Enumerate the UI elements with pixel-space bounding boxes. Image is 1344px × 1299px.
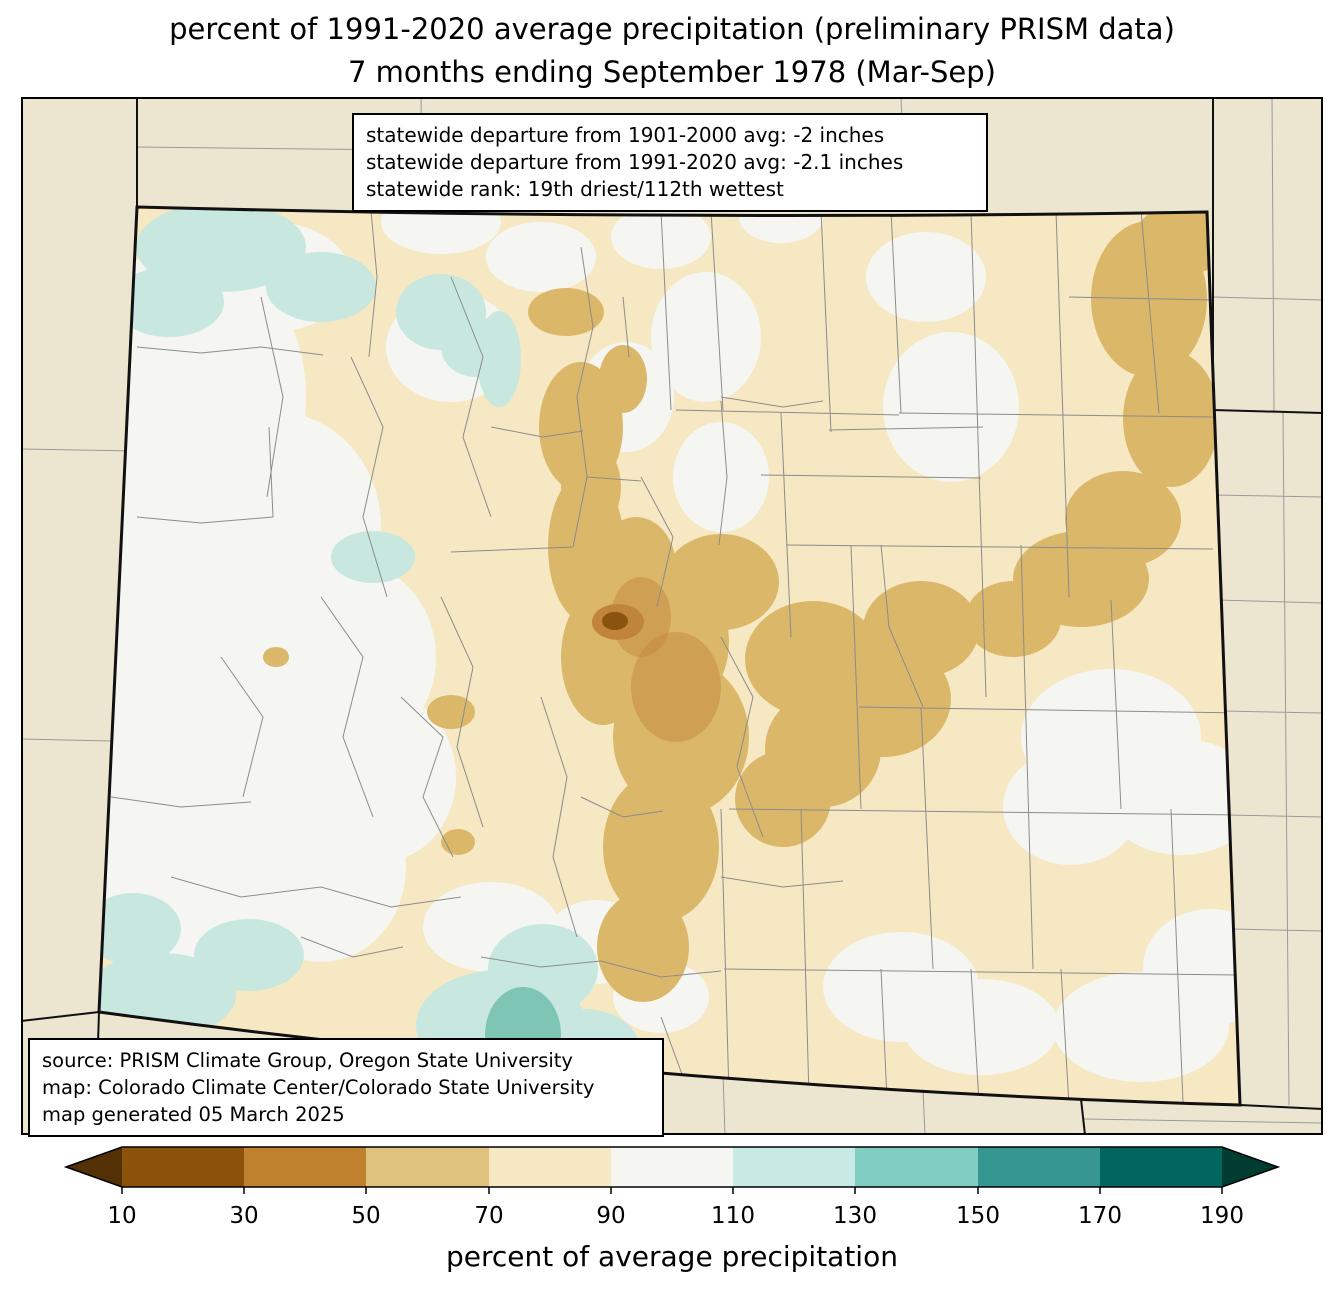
map-region-10-30 (602, 612, 628, 630)
source-box: source: PRISM Climate Group, Oregon Stat… (28, 1038, 664, 1137)
colorbar-over-arrow (1222, 1147, 1278, 1187)
colorbar-tick-label: 30 (229, 1203, 258, 1229)
colorbar-tick-label: 130 (833, 1203, 877, 1229)
county-lines-east (660, 210, 1240, 1105)
stats-line-3: statewide rank: 19th driest/112th wettes… (366, 177, 784, 201)
stats-line-2: statewide departure from 1991-2020 avg: … (366, 150, 904, 174)
map-region-30-50 (592, 577, 721, 742)
colorbar-tick-label: 190 (1200, 1203, 1244, 1229)
colorbar-tick-labels: 10 30 50 70 90 110 130 150 170 190 (107, 1203, 1244, 1229)
source-line-3: map generated 05 March 2025 (42, 1103, 345, 1126)
stats-line-1: statewide departure from 1901-2000 avg: … (366, 123, 885, 147)
colorbar-tick-label: 10 (107, 1203, 136, 1229)
figure-title: percent of 1991-2020 average precipitati… (0, 8, 1344, 94)
map-region-90-110 (99, 207, 1240, 1082)
title-line1: percent of 1991-2020 average precipitati… (169, 12, 1175, 46)
colorbar-ticks (121, 1187, 1223, 1194)
colorado-precipitation-map (21, 97, 1323, 1135)
colorbar-axis-label: percent of average precipitation (446, 1240, 898, 1273)
colorbar-tick-label: 110 (711, 1203, 755, 1229)
colorbar-tick-label: 70 (474, 1203, 503, 1229)
source-line-1: source: PRISM Climate Group, Oregon Stat… (42, 1049, 573, 1072)
stats-box: statewide departure from 1901-2000 avg: … (352, 113, 988, 212)
colorbar: 10 30 50 70 90 110 130 150 170 190 (63, 1146, 1281, 1229)
colorbar-tick-label: 150 (956, 1203, 1000, 1229)
colorbar-under-arrow (66, 1147, 122, 1187)
colorbar-tick-label: 50 (351, 1203, 380, 1229)
source-line-2: map: Colorado Climate Center/Colorado St… (42, 1076, 595, 1099)
colorbar-tick-label: 170 (1078, 1203, 1122, 1229)
map-region-50-70 (263, 207, 1231, 1002)
map-frame (21, 97, 1323, 1135)
title-line2: 7 months ending September 1978 (Mar-Sep) (348, 55, 996, 89)
colorbar-tick-label: 90 (596, 1203, 625, 1229)
colorbar-segments (122, 1147, 1222, 1187)
county-lines-west (110, 210, 924, 1078)
